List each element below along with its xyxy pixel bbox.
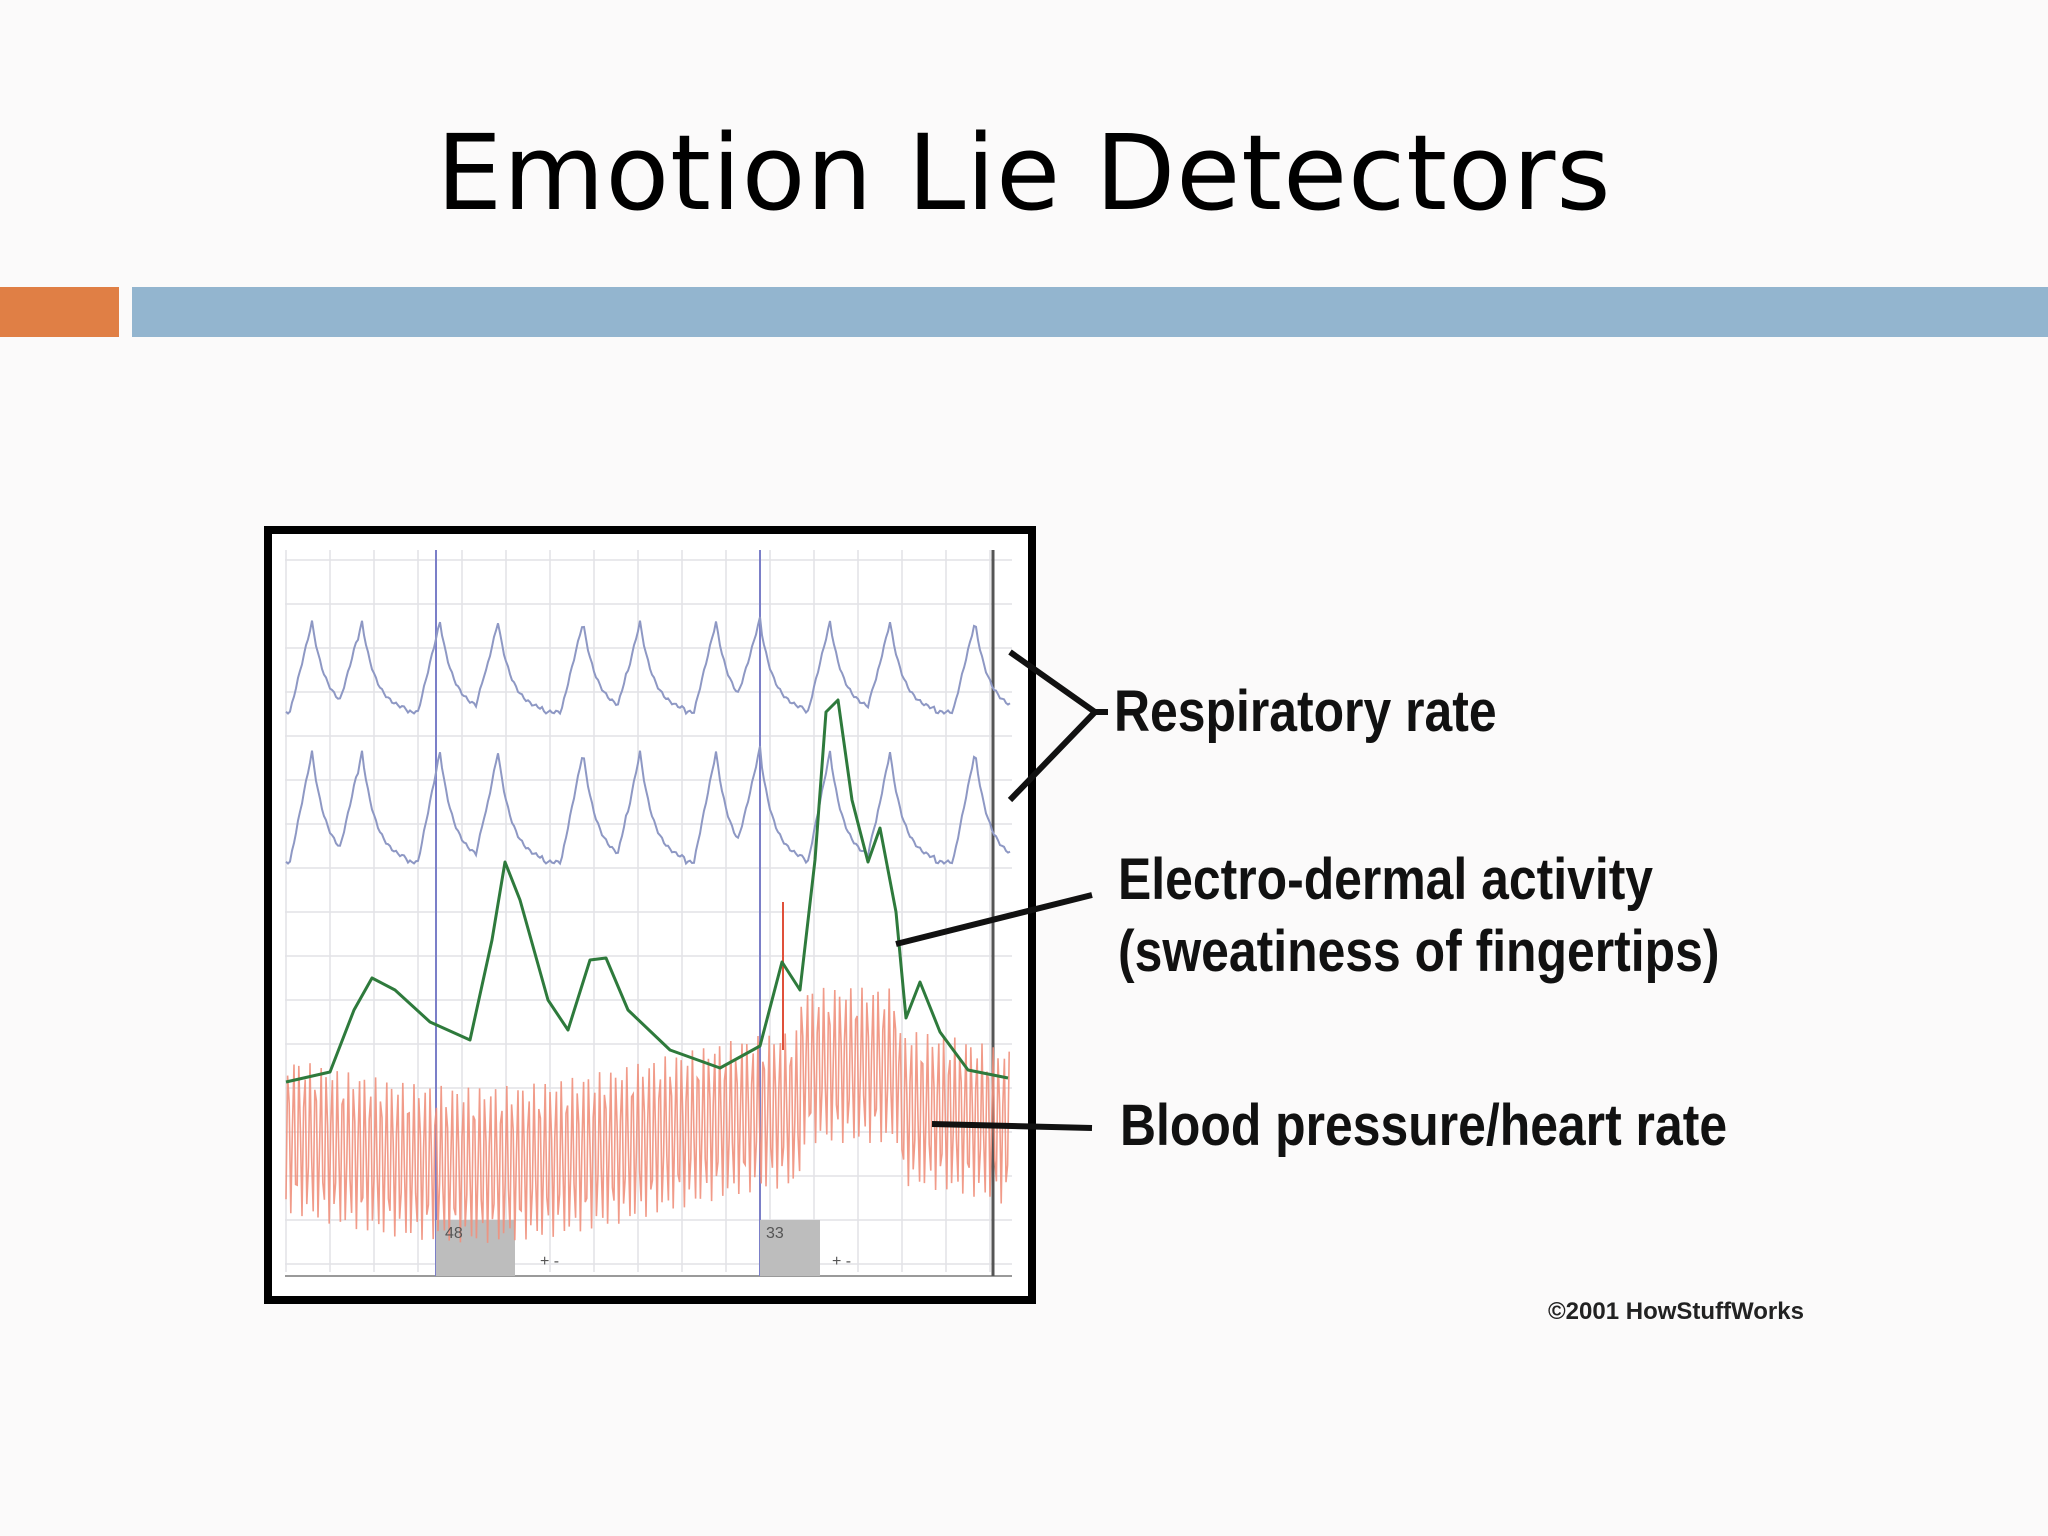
slide-title: Emotion Lie Detectors: [436, 112, 1612, 234]
label-electrodermal: Electro-dermal activity: [1118, 847, 1654, 912]
electrodermal-pointer: [895, 892, 1093, 947]
respiratory-trace-upper: [285, 616, 1011, 716]
question-number: 33: [766, 1225, 784, 1242]
traces: [285, 616, 1011, 1243]
answer-mark: + -: [832, 1253, 851, 1270]
label-respiratory-rate: Respiratory rate: [1114, 679, 1497, 744]
copyright-credit: ©2001 HowStuffWorks: [1548, 1298, 1804, 1325]
question-marker-box: [760, 1220, 820, 1276]
question-number: 48: [445, 1225, 463, 1242]
label-electrodermal-detail: (sweatiness of fingertips): [1118, 919, 1720, 984]
chart-frame: [264, 526, 1036, 1304]
blood-pressure-pointer: [931, 1121, 1093, 1131]
electrodermal-trace: [285, 698, 1009, 1084]
respiratory-trace-lower: [285, 745, 1011, 866]
answer-mark: + -: [540, 1253, 559, 1270]
blood-pressure-trace: [285, 987, 1010, 1243]
respiratory-bracket: [1007, 649, 1108, 803]
title-divider-bar: [132, 287, 2048, 337]
label-blood-pressure: Blood pressure/heart rate: [1120, 1093, 1728, 1158]
title-accent-bar: [0, 287, 119, 337]
question-marker-labels: 48 + - 33 + -: [445, 1225, 851, 1270]
